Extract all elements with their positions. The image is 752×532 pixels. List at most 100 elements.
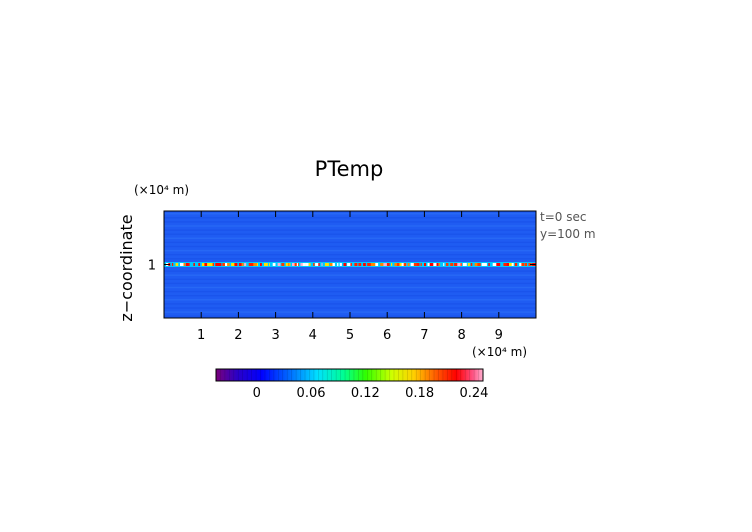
perturbation-cell: [198, 263, 201, 266]
perturbation-cell: [241, 263, 244, 266]
perturbation-cell: [509, 263, 514, 266]
perturbation-cell: [260, 263, 262, 266]
field-stripe: [164, 237, 536, 239]
perturbation-cell: [244, 263, 247, 266]
perturbation-cell: [256, 263, 258, 266]
perturbation-cell: [438, 263, 441, 266]
perturbation-cell: [264, 263, 268, 266]
perturbation-cell: [302, 263, 306, 266]
field-stripe: [164, 270, 536, 272]
perturbation-cell: [367, 263, 372, 266]
perturbation-cell: [332, 263, 335, 266]
field-stripe: [164, 229, 536, 231]
x-tick-label: 2: [234, 328, 242, 343]
x-tick-label: 5: [346, 328, 354, 343]
perturbation-cell: [313, 263, 315, 266]
annotation-y: y=100 m: [540, 227, 596, 241]
field-stripe: [164, 274, 536, 276]
perturbation-cell: [175, 263, 179, 266]
perturbation-cell: [492, 263, 497, 266]
field-stripe: [164, 241, 536, 244]
field-stripe: [164, 258, 536, 260]
colorbar-tick-label: 0.24: [459, 386, 488, 401]
perturbation-cell: [272, 263, 276, 266]
field-stripe: [164, 303, 536, 305]
perturbation-cell: [292, 263, 296, 266]
field-stripe: [164, 221, 536, 223]
perturbation-cell: [188, 263, 190, 266]
y-tick-label: 1: [148, 259, 156, 274]
perturbation-cell: [488, 263, 490, 266]
perturbation-cell: [433, 263, 438, 266]
plot-area: [163, 210, 537, 319]
perturbation-cell: [370, 263, 376, 266]
perturbation-cell: [339, 263, 342, 266]
perturbation-cell: [193, 263, 195, 266]
perturbation-cell: [222, 263, 226, 266]
perturbation-cell: [238, 263, 242, 266]
perturbation-cell: [496, 263, 500, 266]
perturbation-cell: [498, 263, 501, 266]
perturbation-cell: [253, 263, 258, 266]
colorbar-tick-label: 0: [253, 386, 261, 401]
perturbation-cell: [436, 263, 439, 266]
field-stripe: [164, 245, 536, 248]
perturbation-cell: [363, 263, 366, 266]
perturbation-cell: [503, 263, 508, 266]
perturbation-cell: [519, 263, 523, 266]
perturbation-cell: [227, 263, 230, 266]
perturbation-cell: [296, 263, 299, 266]
perturbation-cell: [383, 263, 388, 266]
perturbation-cell: [470, 263, 473, 266]
perturbation-cell: [185, 263, 190, 266]
perturbation-cell: [277, 263, 281, 266]
perturbation-cell: [281, 263, 285, 266]
colorbar-gradient: [216, 369, 483, 381]
x-tick-label: 7: [420, 328, 428, 343]
perturbation-cell: [399, 263, 403, 266]
perturbation-cell: [462, 263, 467, 266]
perturbation-cell: [477, 263, 481, 266]
perturbation-cell: [481, 263, 487, 266]
perturbation-cell: [347, 263, 352, 266]
perturbation-cell: [234, 263, 238, 266]
field-stripe: [164, 233, 536, 235]
field-stripe: [164, 282, 536, 285]
x-tick-label: 1: [197, 328, 205, 343]
x-tick-label: 6: [383, 328, 391, 343]
perturbation-cell: [180, 263, 184, 266]
perturbation-cell: [294, 263, 299, 266]
perturbation-cell: [300, 263, 305, 266]
perturbation-cell: [204, 263, 210, 266]
perturbation-cell: [329, 263, 334, 266]
perturbation-cell: [424, 263, 426, 266]
perturbation-cell: [420, 263, 422, 266]
perturbation-cell: [427, 263, 430, 266]
perturbation-cell: [407, 263, 410, 266]
perturbation-cell: [350, 263, 352, 266]
perturbation-cell: [321, 263, 323, 266]
annotation-time: t=0 sec: [540, 210, 586, 224]
perturbation-cell: [215, 263, 220, 266]
x-tick-label: 9: [495, 328, 503, 343]
perturbation-cell: [443, 263, 445, 266]
perturbation-cell: [354, 263, 358, 266]
perturbation-cell: [171, 263, 174, 266]
chart-title: PTemp: [315, 157, 384, 181]
perturbation-cell: [454, 263, 459, 266]
perturbation-cell: [231, 263, 236, 266]
perturbation-cell: [514, 263, 518, 266]
perturbation-cell: [305, 263, 309, 266]
perturbation-cell: [268, 263, 270, 266]
perturbation-cell: [218, 263, 222, 266]
perturbation-cell: [460, 263, 462, 266]
perturbation-cell: [416, 263, 420, 266]
perturbation-cell: [343, 263, 347, 266]
perturbation-cell: [337, 263, 339, 266]
perturbation-cell: [183, 263, 186, 266]
y-axis-label: z−coordinate: [117, 214, 136, 321]
x-unit-label: (×10⁴ m): [472, 345, 527, 359]
perturbation-cell: [209, 263, 214, 266]
perturbation-cell: [484, 263, 487, 266]
